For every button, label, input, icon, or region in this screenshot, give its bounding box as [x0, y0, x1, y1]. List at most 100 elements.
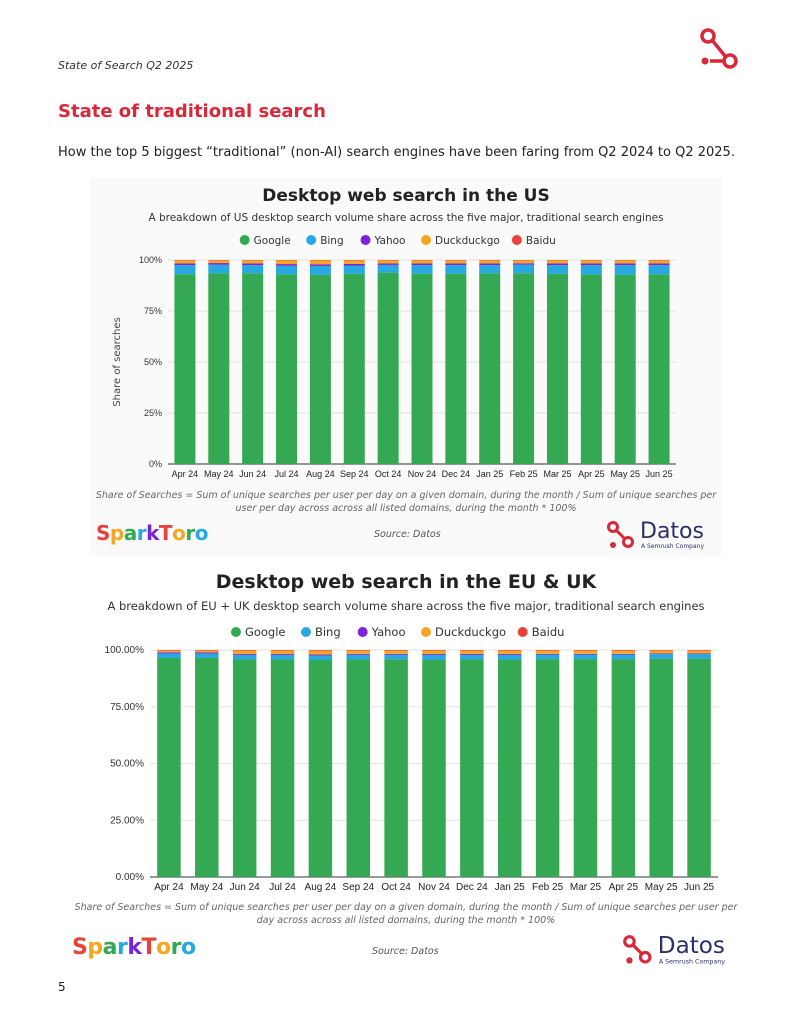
sparktoro-logo: SparkToro: [96, 521, 208, 545]
bar-yahoo-oct-24: [377, 263, 399, 265]
bar-google-oct-24: [377, 272, 399, 464]
eu-chart: Desktop web search in the EU & UK A break…: [90, 571, 718, 893]
eu-chart-footnote: Share of Searches = Sum of unique search…: [74, 902, 738, 926]
section-title: State of traditional search: [58, 101, 326, 122]
x-tick-label: Apr 24: [154, 882, 184, 893]
bar-duckduckgo-jul-24: [276, 260, 298, 265]
bar-yahoo-aug-24: [309, 264, 331, 266]
bar-duckduckgo-oct-24: [384, 650, 408, 654]
bar-bing-sep-24: [346, 654, 371, 660]
x-tick-label: May 24: [204, 469, 234, 479]
bar-google-dec-24: [445, 273, 467, 464]
bar-google-apr-24: [157, 657, 181, 877]
datos-name: Datos: [640, 519, 704, 544]
bar-yahoo-jul-24: [276, 264, 298, 266]
sparktoro-letter: o: [180, 935, 196, 960]
bar-bing-dec-24: [445, 265, 467, 274]
bar-duckduckgo-oct-24: [377, 260, 399, 264]
bar-baidu-feb-25: [535, 650, 560, 651]
bar-bing-may-25: [649, 654, 673, 659]
legend-label-bing: Bing: [320, 235, 343, 247]
bar-baidu-jul-24: [270, 650, 295, 651]
legend-swatch-bing: [306, 235, 317, 245]
sparktoro-letter: o: [194, 521, 209, 545]
x-tick-label: Feb 25: [532, 882, 564, 893]
x-tick-label: Oct 24: [381, 882, 411, 893]
x-tick-label: Jul 24: [269, 882, 296, 893]
bar-duckduckgo-feb-25: [513, 260, 535, 264]
datos-name: Datos: [658, 933, 725, 959]
legend-swatch-baidu: [511, 235, 522, 245]
bar-google-aug-24: [309, 274, 331, 464]
section-intro: How the top 5 biggest “traditional” (non…: [58, 145, 735, 160]
bar-baidu-dec-24: [460, 650, 484, 651]
y-tick-label: 75.00%: [110, 702, 144, 713]
bar-bing-may-24: [208, 264, 230, 274]
bar-bing-nov-24: [422, 654, 446, 660]
y-tick-label: 50.00%: [110, 759, 144, 770]
bar-google-mar-25: [546, 273, 568, 464]
bar-yahoo-may-25: [649, 653, 673, 655]
x-tick-label: Sep 24: [340, 469, 369, 479]
sparktoro-letter: p: [109, 521, 124, 545]
bar-baidu-jun-25: [687, 650, 711, 651]
bar-google-may-24: [195, 657, 219, 877]
bar-google-nov-24: [411, 273, 433, 464]
bar-bing-apr-24: [174, 265, 196, 275]
bar-duckduckgo-jun-25: [687, 650, 711, 654]
bar-bing-mar-25: [546, 265, 568, 274]
bar-bing-jun-24: [232, 654, 257, 660]
bar-google-jun-24: [242, 273, 264, 464]
bar-yahoo-sep-24: [343, 263, 365, 266]
y-tick-label: 50%: [144, 357, 162, 367]
x-tick-label: Dec 24: [456, 882, 488, 893]
bar-google-mar-25: [573, 659, 598, 877]
bar-yahoo-may-25: [614, 263, 636, 266]
bar-baidu-may-25: [649, 650, 673, 651]
x-tick-label: Mar 25: [570, 882, 602, 893]
bar-bing-mar-25: [573, 654, 598, 660]
bar-bing-apr-25: [611, 654, 636, 660]
bar-google-jul-24: [276, 274, 298, 464]
bar-bing-oct-24: [377, 264, 399, 273]
x-tick-label: Nov 24: [418, 882, 450, 893]
bar-google-apr-24: [174, 274, 196, 464]
bar-bing-nov-24: [411, 265, 433, 274]
bar-duckduckgo-may-25: [614, 260, 636, 264]
bar-google-dec-24: [460, 659, 484, 877]
x-tick-label: Jan 25: [495, 882, 525, 893]
bar-google-sep-24: [346, 659, 371, 877]
legend-label-duckduckgo: Duckduckgo: [435, 235, 500, 247]
legend-swatch-baidu: [517, 627, 528, 637]
sparktoro-letter: p: [87, 935, 103, 960]
sparktoro-letter: o: [172, 521, 186, 545]
bar-baidu-jan-25: [497, 650, 522, 651]
sparktoro-letter: k: [146, 521, 159, 545]
x-tick-label: Jun 24: [230, 882, 260, 893]
x-tick-label: Feb 25: [510, 469, 538, 479]
y-tick-label: 0%: [149, 459, 162, 469]
chart-title: Desktop web search in the EU & UK: [216, 571, 598, 593]
legend-label-baidu: Baidu: [526, 235, 556, 247]
bar-bing-feb-25: [513, 264, 535, 274]
x-tick-label: May 24: [190, 882, 223, 893]
bar-bing-jul-24: [270, 654, 295, 660]
bar-bing-may-24: [195, 653, 219, 658]
x-tick-label: Apr 24: [172, 469, 199, 479]
y-tick-label: 100.00%: [105, 645, 145, 656]
bar-duckduckgo-sep-24: [346, 650, 371, 654]
y-tick-label: 25.00%: [110, 815, 144, 826]
bar-duckduckgo-jul-24: [270, 650, 295, 655]
bar-yahoo-mar-25: [573, 653, 598, 655]
x-tick-label: Jun 24: [239, 469, 266, 479]
bar-google-oct-24: [384, 659, 408, 877]
bar-bing-jun-25: [687, 654, 711, 659]
legend-swatch-yahoo: [357, 627, 368, 637]
sparktoro-logo: SparkToro: [72, 935, 196, 960]
sparktoro-letter: r: [136, 521, 147, 545]
x-tick-label: Dec 24: [442, 469, 471, 479]
x-tick-label: May 25: [645, 882, 678, 893]
bar-bing-sep-24: [343, 265, 365, 274]
